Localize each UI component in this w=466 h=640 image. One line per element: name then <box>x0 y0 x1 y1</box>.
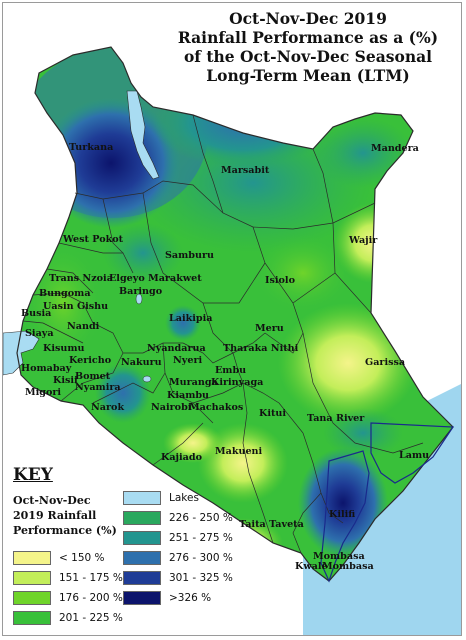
label-kisumu: Kisumu <box>43 343 85 354</box>
map-title: Oct-Nov-Dec 2019 Rainfall Performance as… <box>153 9 461 85</box>
key-title: KEY <box>13 465 53 485</box>
key-subtitle-line-1: Oct-Nov-Dec <box>13 494 91 507</box>
label-kisii: Kisii <box>53 375 78 386</box>
label-migori: Migori <box>25 387 62 398</box>
legend-swatch <box>123 491 161 505</box>
label-kitui: Kitui <box>259 408 287 419</box>
label-tharaka-nithi: Tharaka Nithi <box>223 343 299 354</box>
label-busia: Busia <box>21 308 52 319</box>
legend-swatch <box>123 511 161 525</box>
legend-label: 201 - 225 % <box>59 612 123 624</box>
label-nyeri: Nyeri <box>173 355 203 366</box>
legend-label: >326 % <box>169 592 212 604</box>
title-line-3: of the Oct-Nov-Dec Seasonal <box>183 47 433 66</box>
label-kwale: Kwale <box>295 561 328 572</box>
legend-swatch <box>13 571 51 585</box>
label-garissa: Garissa <box>365 357 406 368</box>
label-muranga: Muranga <box>169 377 218 388</box>
legend-label: 151 - 175 % <box>59 572 123 584</box>
label-bungoma: Bungoma <box>39 288 91 299</box>
label-kilifi: Kilifi <box>329 509 356 520</box>
coastal-box-south <box>320 450 370 583</box>
label-mandera: Mandera <box>371 143 419 154</box>
legend-swatch <box>13 591 51 605</box>
label-kiambu: Kiambu <box>167 390 210 401</box>
lake-turkana <box>126 90 160 180</box>
label-mombasa: Mombasa <box>313 551 365 562</box>
label-elgeyo-marakwet: Elgeyo Marakwet <box>109 273 202 284</box>
label-kirinyaga: Kirinyaga <box>211 377 264 388</box>
legend-label: 301 - 325 % <box>169 572 233 584</box>
label-kericho: Kericho <box>69 355 112 366</box>
label-nakuru: Nakuru <box>121 357 162 368</box>
label-wajir: Wajir <box>349 235 378 246</box>
label-siaya: Siaya <box>25 328 54 339</box>
title-line-2: Rainfall Performance as a (%) <box>177 28 439 47</box>
label-trans-nzoia: Trans Nzoia <box>49 273 113 284</box>
label-machakos: Machakos <box>189 402 244 413</box>
label-kajiado: Kajiado <box>161 452 202 463</box>
county-borders <box>22 114 424 554</box>
label-embu: Embu <box>215 365 247 376</box>
kenya-outline <box>16 46 454 582</box>
label-nyamira: Nyamira <box>75 382 121 393</box>
legend-swatch <box>13 551 51 565</box>
rainfall-map <box>3 46 461 635</box>
legend-label: 226 - 250 % <box>169 512 233 524</box>
coastal-box <box>370 422 455 484</box>
label-laikipia: Laikipia <box>169 313 213 324</box>
label-nandi: Nandi <box>67 321 100 332</box>
label-taita-taveta: Taita Taveta <box>239 519 304 530</box>
label-baringo: Baringo <box>119 286 163 297</box>
legend-swatch <box>123 591 161 605</box>
legend-swatch <box>123 531 161 545</box>
legend-label: 251 - 275 % <box>169 532 233 544</box>
label-west-pokot: West Pokot <box>63 234 124 245</box>
legend-swatch <box>123 551 161 565</box>
title-line-4: Long-Term Mean (LTM) <box>206 66 410 85</box>
legend-swatch <box>13 611 51 625</box>
lake-victoria <box>3 330 40 376</box>
label-samburu: Samburu <box>165 250 215 261</box>
legend-label: < 150 % <box>59 552 105 564</box>
label-homabay: Homabay <box>21 363 72 374</box>
map-frame: Oct-Nov-Dec 2019 Rainfall Performance as… <box>2 2 462 636</box>
label-bomet: Bomet <box>75 371 111 382</box>
label-marsabit: Marsabit <box>221 165 270 176</box>
legend-swatch <box>123 571 161 585</box>
key-subtitle-line-2: 2019 Rainfall <box>13 509 97 522</box>
label-lamu: Lamu <box>399 450 430 461</box>
label-makueni: Makueni <box>215 446 263 457</box>
legend-label: Lakes <box>169 492 199 504</box>
label-nyandarua: Nyandarua <box>147 343 206 354</box>
label-nairobi: Nairobi <box>151 402 192 413</box>
title-line-1: Oct-Nov-Dec 2019 <box>229 9 387 28</box>
label-isiolo: Isiolo <box>265 275 295 286</box>
legend-label: 276 - 300 % <box>169 552 233 564</box>
key-subtitle: Oct-Nov-Dec 2019 Rainfall Performance (%… <box>13 493 117 538</box>
label-turkana: Turkana <box>69 142 114 153</box>
key-subtitle-line-3: Performance (%) <box>13 524 117 537</box>
label-narok: Narok <box>91 402 125 413</box>
lake-baringo <box>135 293 143 305</box>
legend-label: 176 - 200 % <box>59 592 123 604</box>
label-uasin-gishu: Uasin Gishu <box>43 301 109 312</box>
label-mombasa-2: Mombasa <box>322 561 374 572</box>
lake-naivasha <box>142 375 152 383</box>
label-meru: Meru <box>255 323 284 334</box>
label-tana-river: Tana River <box>307 413 365 424</box>
